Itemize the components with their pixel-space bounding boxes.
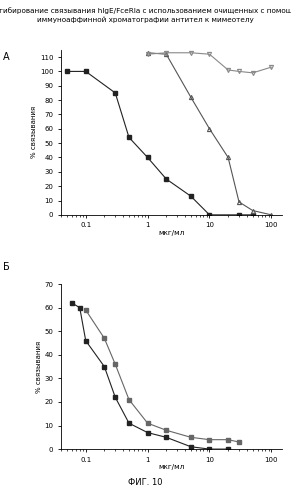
Text: Ингибирование связывания hIgE/FceRIa с использованием очищенных с помощью: Ингибирование связывания hIgE/FceRIa с и… <box>0 7 291 14</box>
X-axis label: мкг/мл: мкг/мл <box>159 464 185 470</box>
Text: иммуноаффинной хроматографии антител к мимеотелу: иммуноаффинной хроматографии антител к м… <box>37 16 254 23</box>
Text: А: А <box>3 52 10 62</box>
Text: ФИГ. 10: ФИГ. 10 <box>128 478 163 487</box>
Y-axis label: % связывания: % связывания <box>36 340 42 393</box>
X-axis label: мкг/мл: мкг/мл <box>159 230 185 236</box>
Text: Б: Б <box>3 262 10 272</box>
Y-axis label: % связывания: % связывания <box>31 106 37 159</box>
